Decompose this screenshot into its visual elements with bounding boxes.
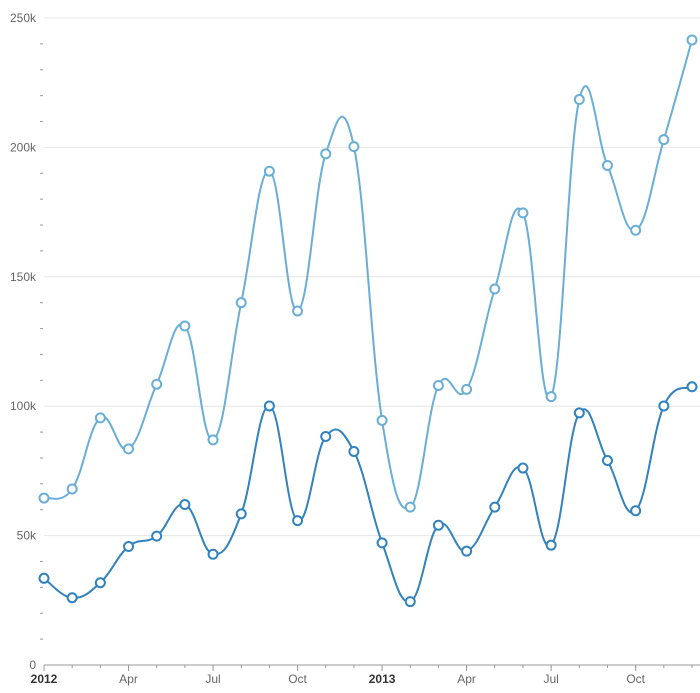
data-point-series-2[interactable]: [545, 539, 557, 551]
data-point-series-2[interactable]: [601, 455, 613, 467]
data-point-series-2[interactable]: [179, 499, 191, 511]
data-point-series-2[interactable]: [461, 545, 473, 557]
x-axis: 2012 Apr Jul Oct 2013 Apr Jul Oct: [31, 664, 700, 686]
data-point-series-2[interactable]: [348, 445, 360, 457]
data-point-series-2[interactable]: [489, 501, 501, 513]
y-tick-label: 150k: [10, 270, 37, 284]
data-point-series-1[interactable]: [151, 378, 163, 390]
x-tick-label: Oct: [626, 672, 645, 686]
x-tick-label: 2013: [369, 672, 396, 686]
series-line-2: [43, 385, 693, 603]
grid-lines: [44, 17, 700, 537]
data-point-series-2[interactable]: [686, 381, 698, 393]
data-point-series-1[interactable]: [517, 207, 529, 219]
data-point-series-2[interactable]: [404, 596, 416, 608]
data-point-series-1[interactable]: [292, 305, 304, 317]
y-axis-labels: 0 50k 100k 150k 200k 250k: [10, 11, 37, 672]
data-point-series-1[interactable]: [432, 379, 444, 391]
data-point-series-1[interactable]: [123, 443, 135, 455]
data-point-series-2[interactable]: [235, 508, 247, 520]
data-point-series-2[interactable]: [320, 430, 332, 442]
data-point-series-1[interactable]: [489, 283, 501, 295]
x-tick-label: Oct: [288, 672, 307, 686]
y-axis-minor-ticks: [40, 43, 43, 640]
data-point-series-2[interactable]: [630, 505, 642, 517]
data-point-series-1[interactable]: [573, 94, 585, 106]
data-point-series-1[interactable]: [658, 134, 670, 146]
data-point-series-1[interactable]: [38, 492, 50, 504]
data-point-series-2[interactable]: [376, 537, 388, 549]
data-point-series-2[interactable]: [66, 592, 78, 604]
data-point-series-1[interactable]: [630, 224, 642, 236]
data-point-series-1[interactable]: [376, 414, 388, 426]
y-tick-label: 0: [29, 658, 36, 672]
data-point-series-2[interactable]: [573, 407, 585, 419]
data-point-series-2[interactable]: [263, 400, 275, 412]
series-group: [38, 34, 698, 608]
y-tick-label: 200k: [10, 140, 37, 154]
data-point-series-2[interactable]: [94, 577, 106, 589]
y-tick-label: 50k: [17, 529, 37, 543]
data-point-series-1[interactable]: [263, 165, 275, 177]
y-tick-label: 250k: [10, 11, 37, 25]
data-point-series-2[interactable]: [517, 462, 529, 474]
y-tick-label: 100k: [10, 399, 37, 413]
data-point-series-1[interactable]: [320, 148, 332, 160]
data-point-series-1[interactable]: [601, 160, 613, 172]
data-point-series-2[interactable]: [292, 515, 304, 527]
data-point-series-1[interactable]: [348, 141, 360, 153]
data-point-series-2[interactable]: [38, 572, 50, 584]
x-tick-label: Apr: [457, 672, 476, 686]
x-tick-label: 2012: [31, 672, 58, 686]
x-tick-label: Apr: [119, 672, 138, 686]
data-point-series-2[interactable]: [151, 530, 163, 542]
data-point-series-1[interactable]: [686, 34, 698, 46]
data-point-series-2[interactable]: [432, 519, 444, 531]
data-point-series-1[interactable]: [235, 297, 247, 309]
data-point-series-1[interactable]: [545, 391, 557, 403]
data-point-series-1[interactable]: [404, 501, 416, 513]
data-point-series-1[interactable]: [179, 320, 191, 332]
series-line-1: [43, 39, 693, 510]
data-point-series-1[interactable]: [94, 412, 106, 424]
x-tick-label: Jul: [205, 672, 220, 686]
data-point-series-1[interactable]: [66, 483, 78, 495]
data-point-series-2[interactable]: [207, 548, 219, 560]
data-point-series-2[interactable]: [123, 540, 135, 552]
data-point-series-1[interactable]: [461, 383, 473, 395]
data-point-series-2[interactable]: [658, 400, 670, 412]
data-point-series-1[interactable]: [207, 434, 219, 446]
x-tick-label: Jul: [543, 672, 558, 686]
